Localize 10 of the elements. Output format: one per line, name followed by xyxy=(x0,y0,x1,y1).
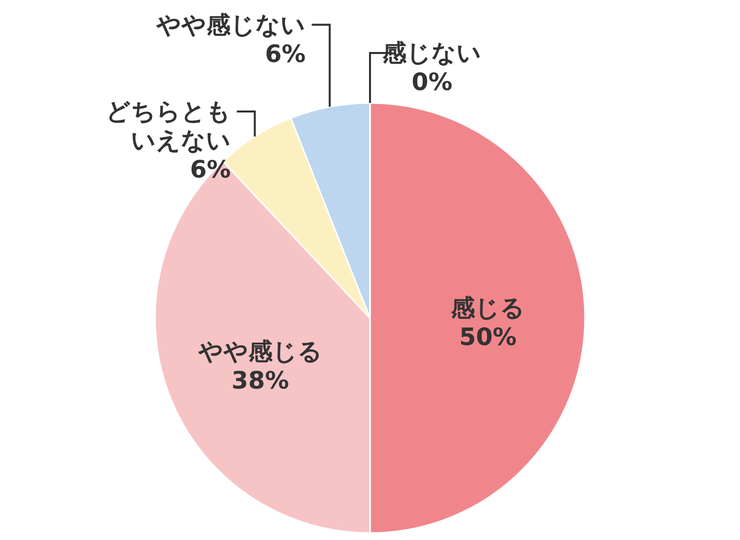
slice-label: 感じる xyxy=(450,294,525,322)
data-label: 6% xyxy=(264,40,306,68)
data-label: 6% xyxy=(190,155,231,184)
category-label: 感じない xyxy=(382,39,482,67)
slice-label: やや感じない xyxy=(156,10,306,39)
slice-label: どちらともいえない xyxy=(106,97,231,154)
slice-label: やや感じる xyxy=(197,337,322,366)
text: 0% xyxy=(412,68,452,96)
data-label: 38% xyxy=(232,366,290,394)
data-label: 50% xyxy=(459,323,517,351)
